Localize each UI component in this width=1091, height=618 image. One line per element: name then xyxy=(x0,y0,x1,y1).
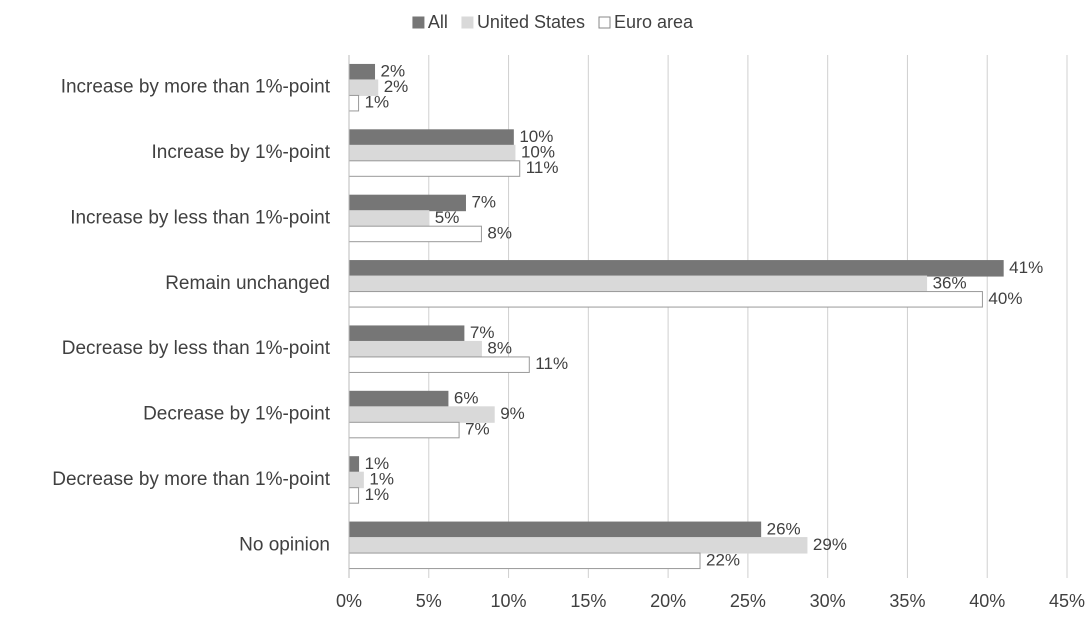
value-label: 40% xyxy=(988,289,1022,308)
value-label: 9% xyxy=(500,404,525,423)
value-label: 6% xyxy=(454,389,479,408)
value-label: 1% xyxy=(365,93,390,112)
x-tick-label: 20% xyxy=(650,591,686,611)
y-tick-label: Decrease by less than 1%-point xyxy=(62,338,331,359)
y-tick-label: Decrease by more than 1%-point xyxy=(52,469,330,490)
x-tick-label: 40% xyxy=(969,591,1005,611)
bar xyxy=(348,225,482,243)
bar xyxy=(348,471,364,489)
value-label: 7% xyxy=(470,323,495,342)
bar xyxy=(348,390,449,408)
value-label: 29% xyxy=(813,535,847,554)
legend-swatch xyxy=(461,16,474,29)
bar xyxy=(348,275,928,293)
value-label: 10% xyxy=(521,143,555,162)
legend-swatch xyxy=(412,16,425,29)
x-tick-label: 10% xyxy=(491,591,527,611)
y-tick-label: Remain unchanged xyxy=(165,273,330,294)
x-tick-label: 25% xyxy=(730,591,766,611)
value-label: 8% xyxy=(487,339,512,358)
value-label: 2% xyxy=(384,77,409,96)
x-tick-label: 35% xyxy=(889,591,925,611)
value-label: 8% xyxy=(487,223,512,242)
y-tick-label: No opinion xyxy=(239,534,330,555)
bar xyxy=(348,260,1004,277)
bar xyxy=(348,160,521,177)
y-tick-label: Decrease by 1%-point xyxy=(143,404,331,425)
bar xyxy=(348,340,482,358)
value-label: 5% xyxy=(435,208,460,227)
legend-swatch xyxy=(598,16,611,29)
x-tick-label: 30% xyxy=(810,591,846,611)
bar xyxy=(348,291,983,308)
value-label: 22% xyxy=(706,550,740,569)
y-tick-label: Increase by less than 1%-point xyxy=(70,207,331,228)
x-tick-label: 0% xyxy=(336,591,362,611)
value-label: 10% xyxy=(519,127,553,146)
bar xyxy=(348,129,514,146)
bar xyxy=(348,63,376,81)
bar xyxy=(348,552,701,570)
bar xyxy=(348,94,360,112)
value-label: 2% xyxy=(381,62,406,81)
value-label: 7% xyxy=(465,420,490,439)
value-label: 1% xyxy=(365,454,390,473)
bar xyxy=(348,144,516,162)
x-tick-label: 5% xyxy=(416,591,442,611)
y-tick-label: Increase by 1%-point xyxy=(152,142,331,163)
value-label: 36% xyxy=(933,273,967,292)
legend-label: All xyxy=(428,12,448,32)
x-tick-label: 45% xyxy=(1049,591,1085,611)
bar xyxy=(348,210,430,227)
x-tick-label: 15% xyxy=(570,591,606,611)
value-label: 26% xyxy=(767,519,801,538)
bar xyxy=(348,421,460,439)
legend-label: Euro area xyxy=(614,12,694,32)
value-label: 11% xyxy=(535,354,568,373)
y-tick-label: Increase by more than 1%-point xyxy=(61,77,331,98)
bar xyxy=(348,521,762,539)
legend-label: United States xyxy=(477,12,585,32)
value-label: 1% xyxy=(369,469,394,488)
value-label: 1% xyxy=(365,485,390,504)
value-label: 41% xyxy=(1009,258,1043,277)
value-label: 11% xyxy=(526,158,559,177)
bar xyxy=(348,325,465,342)
bar xyxy=(348,487,360,504)
bar xyxy=(348,356,530,373)
bar xyxy=(348,456,360,473)
value-label: 7% xyxy=(471,192,496,211)
